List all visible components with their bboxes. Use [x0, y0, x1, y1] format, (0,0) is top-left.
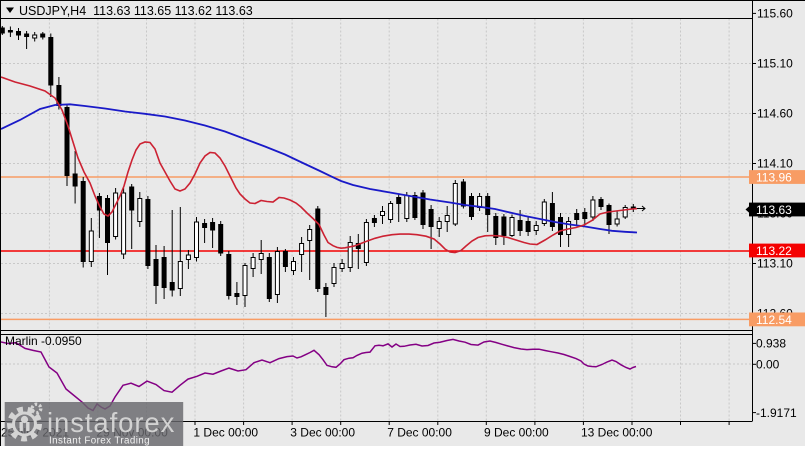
svg-text:115.60: 115.60 [757, 7, 793, 21]
svg-text:1 Dec 00:00: 1 Dec 00:00 [193, 426, 258, 440]
svg-text:113.22: 113.22 [756, 244, 792, 258]
svg-text:0.938: 0.938 [756, 337, 786, 351]
svg-text:Instant Forex Trading: Instant Forex Trading [49, 436, 150, 447]
svg-text:115.10: 115.10 [757, 57, 793, 71]
svg-text:0.00: 0.00 [756, 358, 780, 372]
svg-text:112.54: 112.54 [756, 313, 792, 327]
svg-text:13 Dec 00:00: 13 Dec 00:00 [581, 426, 653, 440]
svg-text:113.63: 113.63 [756, 203, 792, 217]
svg-text:USDJPY,H4 113.63 113.65 113.6: USDJPY,H4 113.63 113.65 113.62 113.63 [19, 4, 253, 18]
svg-text:9 Dec 00:00: 9 Dec 00:00 [484, 426, 549, 440]
svg-text:-1.9171: -1.9171 [756, 406, 797, 420]
svg-text:113.10: 113.10 [757, 257, 793, 271]
svg-text:113.96: 113.96 [756, 170, 792, 184]
svg-text:7 Dec 00:00: 7 Dec 00:00 [387, 426, 452, 440]
svg-text:3 Dec 00:00: 3 Dec 00:00 [290, 426, 355, 440]
svg-text:instaforex: instaforex [47, 407, 175, 438]
svg-text:114.60: 114.60 [757, 107, 793, 121]
svg-text:114.10: 114.10 [757, 157, 793, 171]
svg-text:Marlin -0.0950: Marlin -0.0950 [5, 334, 82, 348]
